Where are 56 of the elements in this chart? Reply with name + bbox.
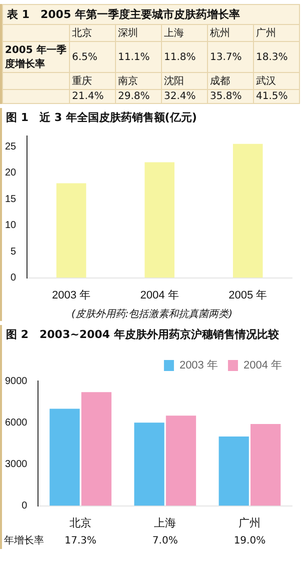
category-label: 上海 (162, 24, 208, 42)
text: 2005 年一季度增长率 (2, 42, 70, 72)
bar (250, 424, 281, 506)
y-tick-label: 20 (5, 168, 17, 179)
text: 年增长率 (4, 534, 44, 547)
text: 21.4% (72, 91, 104, 102)
category-label: 北京 (70, 24, 116, 42)
y-tick-label: 10 (5, 220, 17, 232)
x-tick-label: 2004 年 (140, 289, 179, 302)
legend-label: 2004 年 (243, 360, 282, 372)
y-tick-label: 5 (10, 246, 17, 258)
category-label: 深圳 (116, 24, 162, 42)
legend-label: 2003 年 (179, 360, 218, 372)
text: 17.3% (64, 536, 96, 547)
category-label: 杭州 (208, 24, 254, 42)
y-tick-label: 9000 (4, 376, 28, 387)
text: 11.1% (118, 52, 150, 62)
category-label: 武汉 (254, 72, 300, 90)
category-label: 南京 (116, 72, 162, 90)
bar (56, 183, 86, 278)
text: 32.4% (164, 91, 196, 102)
y-tick-label: 0 (22, 500, 28, 512)
x-tick-label: 广州 (238, 516, 261, 530)
bar (81, 392, 112, 506)
x-tick-label: 2005 年 (228, 289, 268, 302)
text: 29.8% (118, 91, 150, 102)
text: 35.8% (210, 91, 242, 102)
x-tick-label: 2003 年 (52, 289, 91, 302)
bar (50, 408, 80, 506)
category-label: 广州 (254, 24, 300, 42)
category-label: 成都 (208, 72, 254, 90)
text: 11.8% (164, 52, 196, 62)
bar (232, 144, 263, 278)
text: 表 1 2005 年第一季度主要城市皮肤药增长率 (2, 4, 300, 24)
y-tick-label: 0 (10, 272, 17, 284)
x-tick-label: 上海 (154, 516, 176, 530)
x-tick-label: 北京 (70, 516, 92, 530)
text: 6.5% (72, 52, 98, 62)
y-tick-label: 15 (5, 194, 17, 205)
chart-title: 图 2 2003~2004 年皮肤外用药京沪穗销售情况比较 (5, 327, 280, 343)
bar (144, 162, 174, 278)
bar (134, 422, 164, 506)
bar (166, 416, 196, 506)
category-label: 沈阳 (162, 72, 208, 90)
text: (皮肤外用药:包括激素和抗真菌两类) (70, 308, 234, 321)
category-label: 重庆 (70, 72, 116, 90)
bar (218, 436, 249, 506)
y-tick-label: 6000 (4, 417, 28, 428)
text: 7.0% (152, 536, 178, 547)
y-tick-label: 3000 (4, 458, 28, 470)
text: 13.7% (210, 52, 242, 62)
chart-title: 图 1 近 3 年全国皮肤药销售额(亿元) (5, 110, 198, 126)
y-tick-label: 25 (5, 141, 17, 152)
text: 18.3% (256, 52, 288, 62)
text: 19.0% (234, 536, 266, 547)
text: 41.5% (256, 91, 288, 102)
